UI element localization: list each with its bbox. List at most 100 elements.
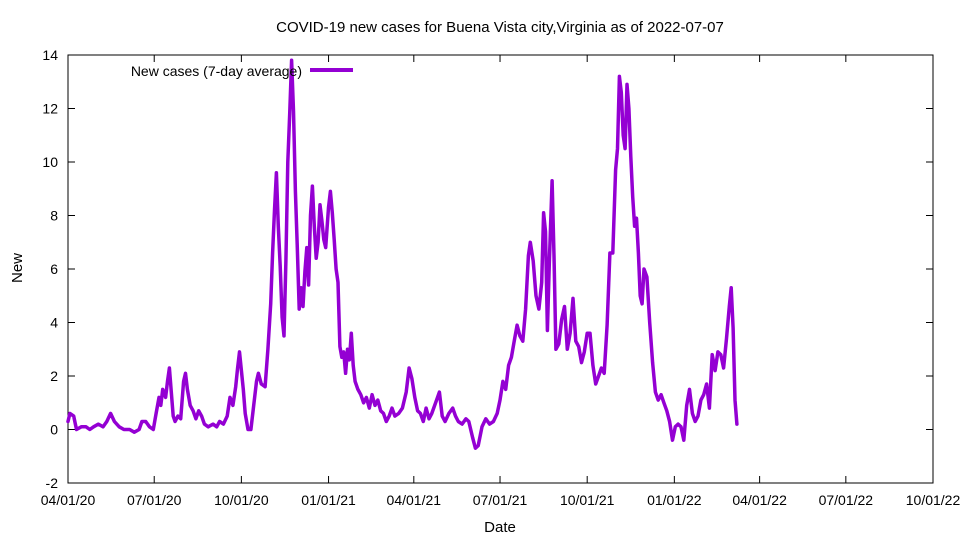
data-point bbox=[73, 415, 75, 417]
data-point bbox=[283, 335, 285, 337]
data-point bbox=[422, 421, 424, 422]
data-point bbox=[274, 209, 275, 211]
data-point bbox=[694, 421, 696, 422]
data-point bbox=[285, 260, 287, 262]
y-tick-label: 0 bbox=[50, 422, 58, 438]
data-point bbox=[275, 172, 277, 174]
x-tick-label: 07/01/21 bbox=[473, 492, 528, 508]
data-point bbox=[646, 276, 648, 278]
data-point bbox=[606, 324, 608, 326]
data-point bbox=[666, 410, 668, 412]
data-point bbox=[708, 407, 710, 409]
x-axis: 04/01/20 07/01/20 10/01/20 01/01/21 04/01/21… bbox=[41, 55, 960, 508]
data-point bbox=[634, 225, 636, 227]
data-point bbox=[308, 284, 310, 286]
series-layer bbox=[66, 58, 739, 450]
data-point bbox=[281, 316, 283, 318]
data-point bbox=[717, 351, 719, 353]
data-point bbox=[732, 327, 734, 329]
data-point bbox=[365, 396, 367, 398]
data-point bbox=[553, 255, 555, 257]
data-point bbox=[232, 404, 234, 406]
data-point bbox=[185, 372, 186, 374]
data-point bbox=[149, 426, 150, 428]
data-point bbox=[203, 423, 205, 425]
data-point bbox=[380, 410, 382, 412]
data-point bbox=[612, 252, 614, 254]
data-point bbox=[641, 303, 643, 305]
data-point bbox=[589, 332, 591, 334]
data-point bbox=[522, 340, 524, 342]
data-point bbox=[244, 412, 246, 414]
data-point bbox=[510, 356, 512, 358]
data-point bbox=[566, 348, 568, 350]
data-point bbox=[575, 340, 577, 342]
data-point bbox=[298, 308, 300, 310]
data-point bbox=[180, 418, 182, 420]
data-point bbox=[89, 429, 91, 430]
data-point bbox=[598, 375, 600, 377]
data-point bbox=[341, 356, 343, 358]
data-point bbox=[600, 367, 602, 369]
data-point bbox=[321, 220, 323, 222]
data-point bbox=[192, 410, 194, 412]
data-point bbox=[129, 429, 131, 430]
data-point bbox=[240, 370, 242, 372]
data-point bbox=[538, 308, 540, 310]
data-point bbox=[186, 388, 188, 390]
data-point bbox=[649, 322, 651, 323]
data-point bbox=[374, 404, 376, 406]
data-point bbox=[660, 394, 662, 396]
data-point bbox=[477, 445, 479, 447]
data-point bbox=[714, 370, 716, 372]
data-point bbox=[363, 402, 365, 404]
data-point bbox=[323, 239, 325, 241]
data-point bbox=[586, 332, 588, 334]
data-point bbox=[558, 343, 560, 345]
data-point bbox=[102, 426, 104, 428]
data-point bbox=[222, 423, 224, 425]
data-point bbox=[201, 415, 203, 417]
data-point bbox=[508, 364, 510, 366]
data-point bbox=[350, 332, 352, 334]
data-point bbox=[385, 421, 387, 422]
data-point bbox=[189, 404, 191, 406]
data-point bbox=[352, 364, 354, 366]
data-point bbox=[617, 148, 618, 150]
data-point bbox=[300, 287, 302, 289]
data-point bbox=[133, 431, 135, 433]
data-point bbox=[167, 380, 168, 382]
data-point bbox=[452, 407, 454, 409]
data-point bbox=[160, 404, 162, 406]
data-point bbox=[468, 421, 470, 422]
data-point bbox=[457, 421, 459, 422]
data-point bbox=[138, 429, 140, 430]
y-tick-label: 12 bbox=[42, 101, 58, 117]
data-point bbox=[519, 335, 521, 337]
data-point bbox=[304, 271, 306, 273]
data-point bbox=[317, 241, 319, 243]
data-point bbox=[219, 421, 221, 422]
data-point bbox=[438, 391, 440, 393]
data-point bbox=[411, 378, 413, 380]
data-point bbox=[502, 380, 504, 382]
data-point bbox=[639, 295, 641, 297]
data-point bbox=[465, 418, 467, 420]
data-point bbox=[93, 426, 95, 428]
y-tick-label: -2 bbox=[46, 475, 59, 491]
data-point bbox=[555, 348, 557, 350]
data-point bbox=[581, 362, 582, 364]
data-point bbox=[158, 396, 160, 398]
data-point bbox=[110, 412, 112, 414]
data-point bbox=[239, 351, 240, 353]
data-point bbox=[313, 225, 315, 227]
data-point bbox=[417, 410, 419, 412]
y-tick-label: 4 bbox=[50, 315, 58, 331]
data-point bbox=[235, 386, 237, 388]
data-point bbox=[279, 265, 281, 267]
data-point bbox=[455, 415, 456, 417]
data-point bbox=[730, 287, 732, 289]
data-point bbox=[172, 415, 174, 417]
data-point bbox=[689, 388, 690, 390]
data-point bbox=[674, 426, 676, 428]
